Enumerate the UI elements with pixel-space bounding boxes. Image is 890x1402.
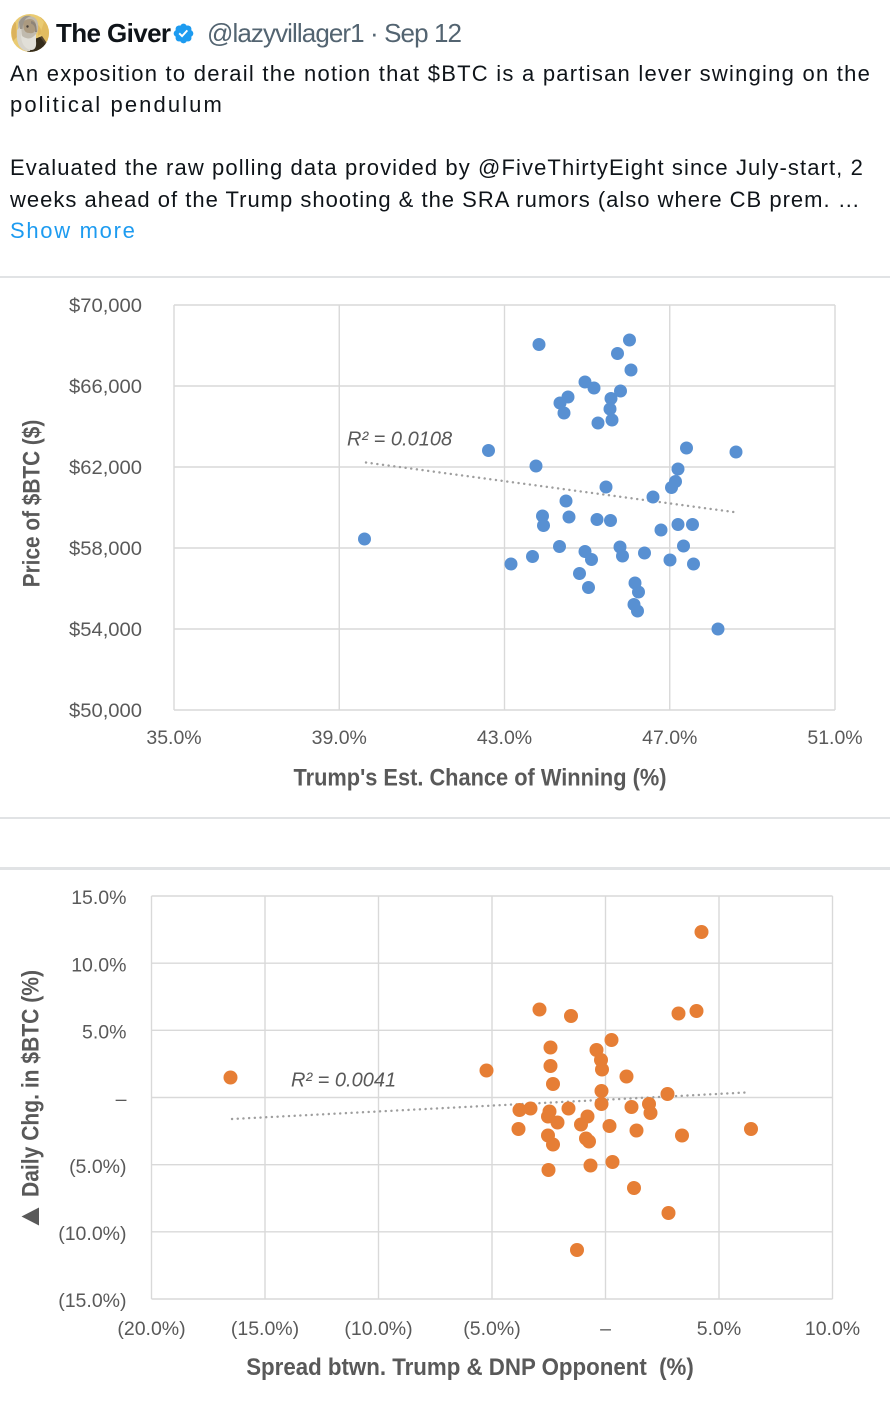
svg-text:51.0%: 51.0% [807, 727, 862, 749]
svg-text:$54,000: $54,000 [69, 619, 142, 641]
svg-text:5.0%: 5.0% [697, 1318, 741, 1340]
svg-text:$50,000: $50,000 [69, 700, 142, 722]
svg-text:Price of $BTC ($): Price of $BTC ($) [19, 420, 46, 588]
svg-text:Trump's Est. Chance of Winning: Trump's Est. Chance of Winning (%) [294, 765, 667, 792]
svg-text:(15.0%): (15.0%) [231, 1318, 299, 1340]
svg-text:(5.0%): (5.0%) [463, 1318, 520, 1340]
svg-text:R² = 0.0041: R² = 0.0041 [291, 1070, 396, 1092]
svg-text:Spread btwn. Trump & DNP Oppon: Spread btwn. Trump & DNP Opponent (%) [246, 1354, 694, 1381]
svg-text:(20.0%): (20.0%) [117, 1318, 185, 1340]
svg-text:$70,000: $70,000 [69, 295, 142, 317]
svg-text:(15.0%): (15.0%) [58, 1290, 126, 1312]
svg-text:43.0%: 43.0% [477, 727, 532, 749]
svg-text:R² = 0.0108: R² = 0.0108 [347, 429, 452, 451]
svg-text:Daily Chg. in $BTC (%): Daily Chg. in $BTC (%) [18, 970, 45, 1197]
svg-text:$66,000: $66,000 [69, 376, 142, 398]
svg-text:–: – [116, 1089, 127, 1111]
svg-text:(10.0%): (10.0%) [344, 1318, 412, 1340]
svg-text:5.0%: 5.0% [82, 1022, 126, 1044]
svg-text:$62,000: $62,000 [69, 457, 142, 479]
svg-text:$58,000: $58,000 [69, 538, 142, 560]
svg-text:15.0%: 15.0% [71, 887, 126, 909]
svg-text:10.0%: 10.0% [71, 954, 126, 976]
svg-text:(10.0%): (10.0%) [58, 1223, 126, 1245]
svg-text:(5.0%): (5.0%) [69, 1156, 126, 1178]
svg-text:10.0%: 10.0% [805, 1318, 860, 1340]
svg-text:39.0%: 39.0% [312, 727, 367, 749]
svg-text:–: – [600, 1318, 611, 1340]
svg-text:47.0%: 47.0% [642, 727, 697, 749]
svg-text:35.0%: 35.0% [146, 727, 201, 749]
